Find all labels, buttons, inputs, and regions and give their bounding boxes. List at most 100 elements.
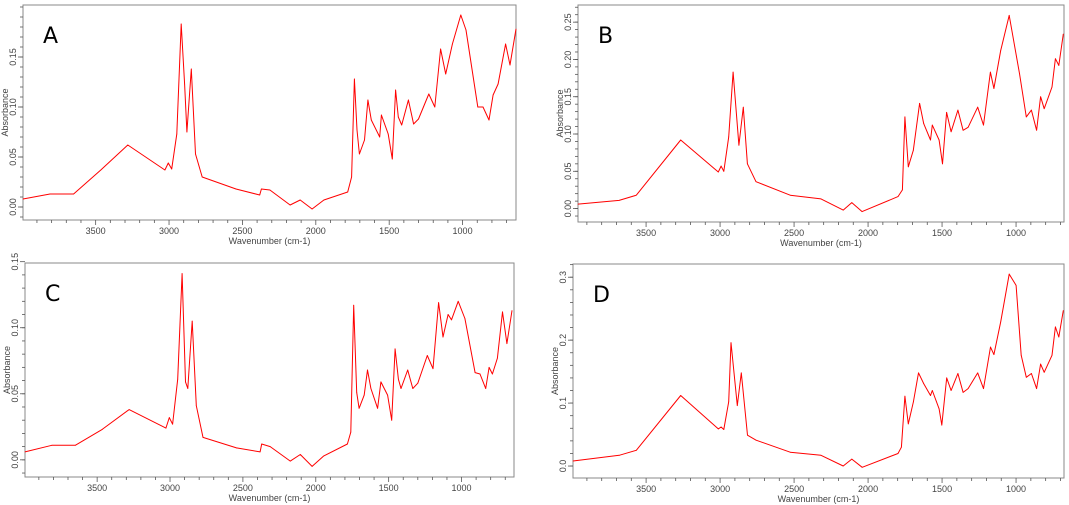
spectrum-point bbox=[842, 465, 844, 467]
spectrum-point bbox=[364, 139, 365, 141]
spectrum-point bbox=[967, 126, 969, 128]
spectrum-point bbox=[186, 131, 188, 133]
spectrum-point bbox=[370, 119, 372, 121]
y-tick-label: 0.00 bbox=[563, 200, 573, 218]
spectrum-point bbox=[851, 202, 853, 204]
spectrum-point bbox=[738, 144, 740, 146]
spectrum-point bbox=[184, 83, 185, 85]
spectrum-point bbox=[101, 429, 103, 430]
spectrum-point bbox=[167, 162, 169, 164]
spectrum-point bbox=[452, 43, 453, 45]
x-tick-label: 2000 bbox=[858, 484, 878, 494]
x-tick-label: 2500 bbox=[232, 226, 252, 236]
panel-label: D bbox=[593, 283, 610, 308]
spectrum-point bbox=[168, 417, 170, 418]
y-tick-label: 0.0 bbox=[558, 460, 568, 473]
spectrum-point bbox=[356, 392, 358, 393]
spectrum-point bbox=[408, 99, 409, 101]
spectrum-point bbox=[730, 342, 732, 344]
y-tick-label: 0.05 bbox=[8, 148, 18, 166]
spectrum-point bbox=[496, 357, 498, 359]
panel-label: A bbox=[43, 24, 58, 49]
spectrum-point bbox=[289, 204, 291, 206]
spectrum-point bbox=[1036, 129, 1038, 131]
x-tick-label: 2500 bbox=[784, 484, 804, 494]
spectrum-point bbox=[990, 71, 991, 73]
spectrum-point bbox=[1058, 65, 1060, 66]
spectrum-point bbox=[464, 318, 466, 319]
spectrum-point bbox=[492, 94, 494, 96]
spectrum-point bbox=[912, 150, 914, 151]
y-tick-label: 0.00 bbox=[8, 198, 18, 216]
spectrum-point bbox=[351, 176, 353, 178]
spectrum-point bbox=[235, 188, 237, 190]
x-tick-label: 3500 bbox=[87, 483, 107, 493]
x-axis-label: Wavenumber (cm-1) bbox=[778, 494, 860, 504]
spectrum-point bbox=[1000, 321, 1002, 323]
spectrum-point bbox=[977, 106, 979, 108]
spectrum-point bbox=[740, 372, 742, 374]
spectrum-point bbox=[789, 194, 791, 196]
spectrum-point bbox=[1055, 58, 1056, 60]
panel-label: C bbox=[45, 282, 60, 307]
plot-frame bbox=[24, 262, 515, 478]
spectrum-point bbox=[128, 409, 130, 411]
x-tick-label: 1000 bbox=[452, 483, 472, 493]
spectrum-point bbox=[983, 124, 984, 126]
spectrum-point bbox=[861, 466, 863, 468]
spectrum-point bbox=[380, 381, 382, 383]
y-tick-label: 0.15 bbox=[563, 88, 573, 106]
spectrum-point bbox=[488, 119, 490, 121]
x-tick-label: 1500 bbox=[932, 228, 952, 238]
spectrum-point bbox=[391, 158, 393, 160]
spectrum-point bbox=[164, 169, 166, 171]
x-tick-label: 1000 bbox=[453, 226, 473, 236]
spectrum-point bbox=[363, 394, 365, 396]
spectrum-point bbox=[236, 447, 237, 449]
spectrum-point bbox=[447, 314, 449, 315]
y-axis-label: Absorbance bbox=[0, 88, 10, 136]
spectrum-point bbox=[323, 199, 325, 201]
spectrum-point bbox=[397, 116, 399, 118]
spectrum-point bbox=[728, 136, 730, 138]
spectrum-point bbox=[379, 136, 381, 138]
spectrum-point bbox=[900, 446, 902, 448]
spectrum-point bbox=[187, 388, 189, 389]
spectrum-point bbox=[950, 131, 952, 133]
spectrum-point bbox=[1040, 363, 1042, 365]
spectrum-point bbox=[440, 48, 441, 50]
spectrum-point bbox=[904, 395, 906, 397]
x-tick-label: 3000 bbox=[160, 483, 180, 493]
spectrum-point bbox=[515, 28, 517, 30]
spectrum-point bbox=[434, 106, 436, 108]
spectrum-point bbox=[401, 124, 403, 126]
spectrum-point bbox=[73, 193, 75, 195]
y-tick-label: 0.00 bbox=[10, 451, 20, 469]
spectrum-point bbox=[635, 194, 637, 196]
spectrum-point bbox=[851, 458, 853, 460]
spectrum-point bbox=[261, 443, 263, 445]
spectrum-point bbox=[1043, 371, 1045, 373]
spectrum-point bbox=[1040, 96, 1042, 98]
y-tick-label: 0.3 bbox=[558, 271, 568, 284]
spectrum-point bbox=[923, 123, 925, 124]
spectrum-point bbox=[957, 109, 959, 111]
spectrum-point bbox=[299, 199, 301, 201]
spectrum-point bbox=[426, 355, 428, 356]
spectrum-point bbox=[347, 191, 349, 193]
spectrum-point bbox=[497, 83, 499, 85]
spectrum-point bbox=[1036, 388, 1038, 390]
x-tick-label: 3500 bbox=[86, 226, 106, 236]
spectrum-point bbox=[438, 302, 440, 304]
x-tick-label: 1000 bbox=[1006, 228, 1026, 238]
spectrum-point bbox=[391, 419, 393, 421]
spectrum-point bbox=[354, 78, 355, 80]
spectrum-point bbox=[938, 139, 940, 141]
spectrum-point bbox=[983, 388, 984, 390]
spectrum-point bbox=[190, 68, 192, 70]
spectrum-point bbox=[259, 451, 261, 453]
spectrum-point bbox=[993, 354, 995, 356]
spectrum-point bbox=[412, 388, 414, 389]
spectrum-point bbox=[742, 106, 744, 108]
panel-b: 3500 3000 2500 2000 1500 1000 0.00 0.05 0.10 0.15… bbox=[555, 4, 1065, 248]
